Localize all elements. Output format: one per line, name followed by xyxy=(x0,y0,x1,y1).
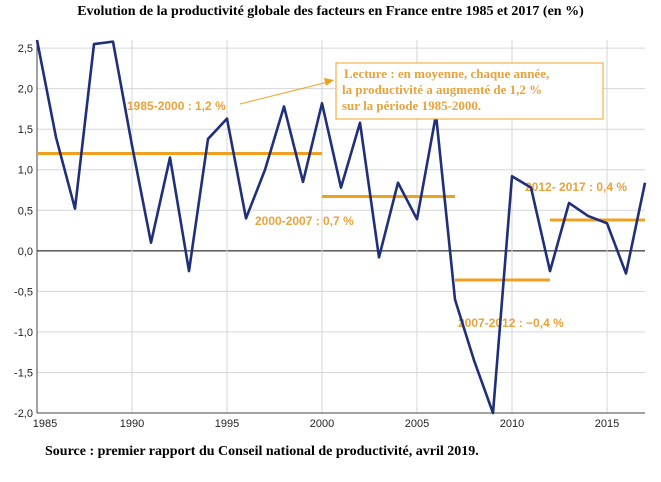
x-tick-label: 2015 xyxy=(595,418,619,430)
y-tick-label: 0,5 xyxy=(18,205,33,217)
series-line xyxy=(35,39,647,415)
average-label: 1985-2000 : 1,2 % xyxy=(127,99,226,113)
y-tick-label: 2,5 xyxy=(18,43,33,55)
y-tick-label: -1,0 xyxy=(14,327,33,339)
annotation-line: sur la période 1985-2000. xyxy=(342,98,481,113)
series-path xyxy=(35,39,647,415)
chart-title: Evolution de la productivité globale des… xyxy=(77,4,584,19)
x-tick-label: 2005 xyxy=(405,418,429,430)
y-tick-label: 1,5 xyxy=(18,124,33,136)
average-lines: 1985-2000 : 1,2 % 2000-2007 : 0,7 % 2007-2… xyxy=(37,99,645,330)
y-tick-label: -0,5 xyxy=(14,286,33,298)
y-tick-label: 1,0 xyxy=(18,165,33,177)
average-label: 2000-2007 : 0,7 % xyxy=(255,214,354,228)
x-tick-label: 2000 xyxy=(310,418,334,430)
y-tick-label: -2,0 xyxy=(14,408,33,420)
annotation-line: Lecture : en moyenne, chaque année, xyxy=(344,66,549,81)
y-tick-label: 2,0 xyxy=(18,84,33,96)
annotation-line: la productivité a augmenté de 1,2 % xyxy=(342,82,542,97)
y-axis-ticks: 2,5 2,0 1,5 1,0 0,5 0,0 -0,5 -1,0 -1,5 -2,0 xyxy=(14,43,33,420)
annotation-arrow xyxy=(239,81,329,105)
annotation-box xyxy=(335,62,604,120)
x-tick-label: 1990 xyxy=(120,418,144,430)
y-tick-label: 0,0 xyxy=(18,246,33,258)
average-label: 2007-2012 : −0,4 % xyxy=(458,316,564,330)
x-tick-label: 2010 xyxy=(500,418,524,430)
x-tick-label: 1985 xyxy=(33,418,57,430)
source-note: Source : premier rapport du Conseil nati… xyxy=(45,444,479,459)
average-label: 2012- 2017 : 0,4 % xyxy=(525,180,627,194)
annotations: Lecture : en moyenne, chaque année,la pr… xyxy=(239,62,604,120)
x-axis-ticks: 1985 1990 1995 2000 2005 2010 2015 xyxy=(33,418,619,430)
x-tick-label: 1995 xyxy=(215,418,239,430)
y-tick-label: -1,5 xyxy=(14,367,33,379)
grid-lines xyxy=(36,40,645,414)
annotation-arrowhead xyxy=(324,78,334,86)
productivity-chart: 2,52,01,51,00,50,0-0,5-1,0-1,5-2,0 1985 1… xyxy=(14,39,647,430)
